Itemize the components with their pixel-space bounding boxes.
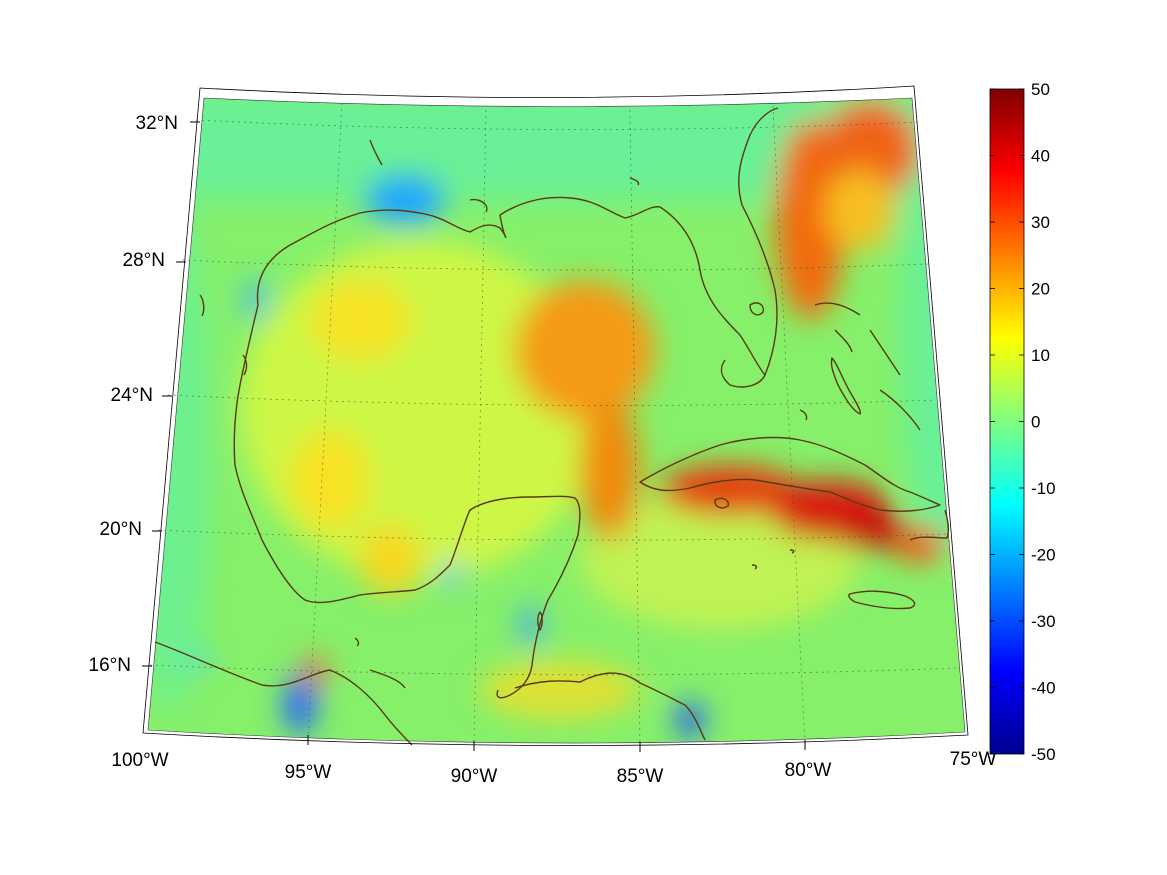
cuba bbox=[639, 436, 941, 512]
map-ticks bbox=[142, 121, 806, 752]
colorbar-tick-label: 30 bbox=[1031, 213, 1050, 232]
gridline-20N bbox=[157, 529, 947, 541]
colorbar-tick-label: -40 bbox=[1031, 679, 1056, 698]
gridline-85W bbox=[629, 109, 641, 748]
graticule bbox=[149, 102, 959, 748]
colorbar-tick-label: 40 bbox=[1031, 147, 1050, 166]
lon-label-75W: 75°W bbox=[950, 749, 997, 770]
colorbar-tick-label: 20 bbox=[1031, 280, 1050, 299]
gridline-90W bbox=[473, 109, 487, 746]
honduras-coast bbox=[514, 672, 706, 741]
colorbar-tick-label: 50 bbox=[1031, 80, 1050, 99]
map-frame bbox=[148, 98, 965, 744]
swan-islands bbox=[354, 637, 406, 689]
lat-label-32N: 32°N bbox=[136, 113, 178, 134]
gridline-32N bbox=[195, 119, 921, 130]
colorbar-ticks: 50 40 30 20 10 0 -10 -20 -30 -40 -50 bbox=[990, 80, 1056, 764]
florida-atlantic-coast bbox=[738, 107, 779, 376]
mexico-gulf-coast bbox=[233, 304, 581, 699]
central-america-pacific-coast bbox=[154, 641, 413, 746]
coastlines bbox=[154, 107, 950, 746]
colorbar-tick-label: -50 bbox=[1031, 745, 1056, 764]
cozumel bbox=[537, 611, 543, 631]
isla-juventud bbox=[714, 497, 729, 509]
jamaica bbox=[848, 590, 916, 610]
gridline-95W bbox=[307, 102, 343, 741]
lon-label-100W: 100°W bbox=[111, 750, 168, 771]
bahamas-chain bbox=[799, 302, 921, 431]
colorbar-tick-label: 10 bbox=[1031, 346, 1050, 365]
lat-label-20N: 20°N bbox=[100, 519, 142, 540]
lon-label-95W: 95°W bbox=[285, 762, 332, 783]
colorbar-tick-label: -10 bbox=[1031, 479, 1056, 498]
lat-label-28N: 28°N bbox=[123, 250, 165, 271]
lat-label-16N: 16°N bbox=[89, 655, 131, 676]
colorbar-tick-label: -30 bbox=[1031, 612, 1056, 631]
gridline-80W bbox=[772, 105, 806, 746]
gulf-islands bbox=[199, 139, 640, 376]
colorbar: 50 40 30 20 10 0 -10 -20 -30 -40 -50 bbox=[989, 80, 1056, 764]
lon-label-90W: 90°W bbox=[451, 766, 498, 787]
colorbar-tick-label: -20 bbox=[1031, 546, 1056, 565]
lake-okeechobee bbox=[749, 302, 765, 316]
us-gulf-coast bbox=[256, 196, 766, 388]
lon-label-80W: 80°W bbox=[785, 760, 832, 781]
colorbar-gradient bbox=[989, 88, 1025, 755]
gridline-24N bbox=[167, 394, 937, 406]
map-outline bbox=[142, 85, 969, 746]
bahamas-andros bbox=[830, 357, 862, 415]
lon-label-85W: 85°W bbox=[617, 766, 664, 787]
lat-label-24N: 24°N bbox=[111, 385, 153, 406]
cayman-islands bbox=[751, 549, 795, 570]
colorbar-tick-label: 0 bbox=[1031, 413, 1040, 432]
map-outline-inner bbox=[147, 97, 966, 744]
